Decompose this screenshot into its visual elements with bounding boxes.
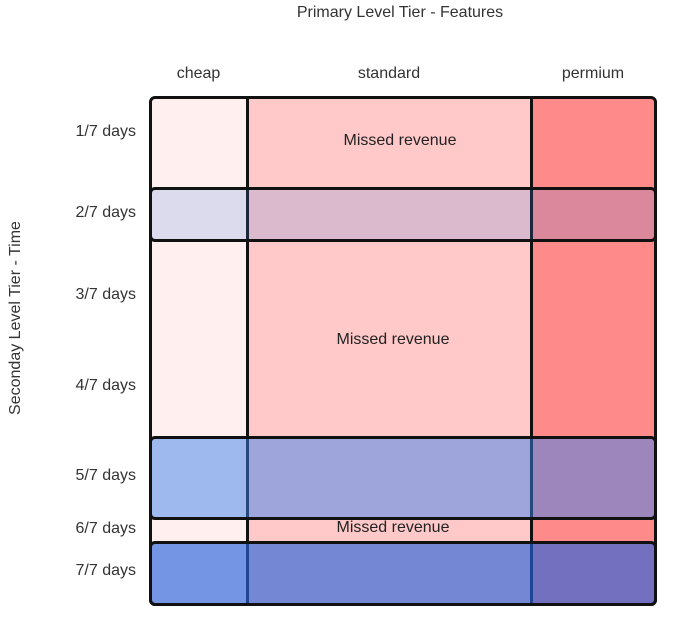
- column-premium: [530, 96, 657, 606]
- column-standard: [246, 96, 533, 606]
- column-label-cheap: cheap: [176, 65, 221, 82]
- row-label-5: 5/7 days: [75, 467, 136, 484]
- band-7-7-days: [149, 541, 657, 606]
- missed-revenue-label-2: Missed revenue: [336, 331, 450, 348]
- row-label-6: 6/7 days: [75, 520, 136, 537]
- chart-title: Primary Level Tier - Features: [296, 4, 504, 21]
- missed-revenue-label-3: Missed revenue: [336, 519, 450, 536]
- row-label-2: 2/7 days: [75, 204, 136, 221]
- band-2-7-days: [149, 187, 657, 242]
- y-axis-label: Seconday Level Tier - Time: [7, 221, 24, 415]
- band-5-7-days: [149, 436, 657, 520]
- row-label-1: 1/7 days: [75, 123, 136, 140]
- column-label-standard: standard: [357, 65, 421, 82]
- column-label-premium: permium: [561, 65, 625, 82]
- row-label-4: 4/7 days: [75, 377, 136, 394]
- column-cheap: [149, 96, 249, 606]
- row-label-7: 7/7 days: [75, 562, 136, 579]
- row-label-3: 3/7 days: [75, 286, 136, 303]
- missed-revenue-label-1: Missed revenue: [343, 132, 457, 149]
